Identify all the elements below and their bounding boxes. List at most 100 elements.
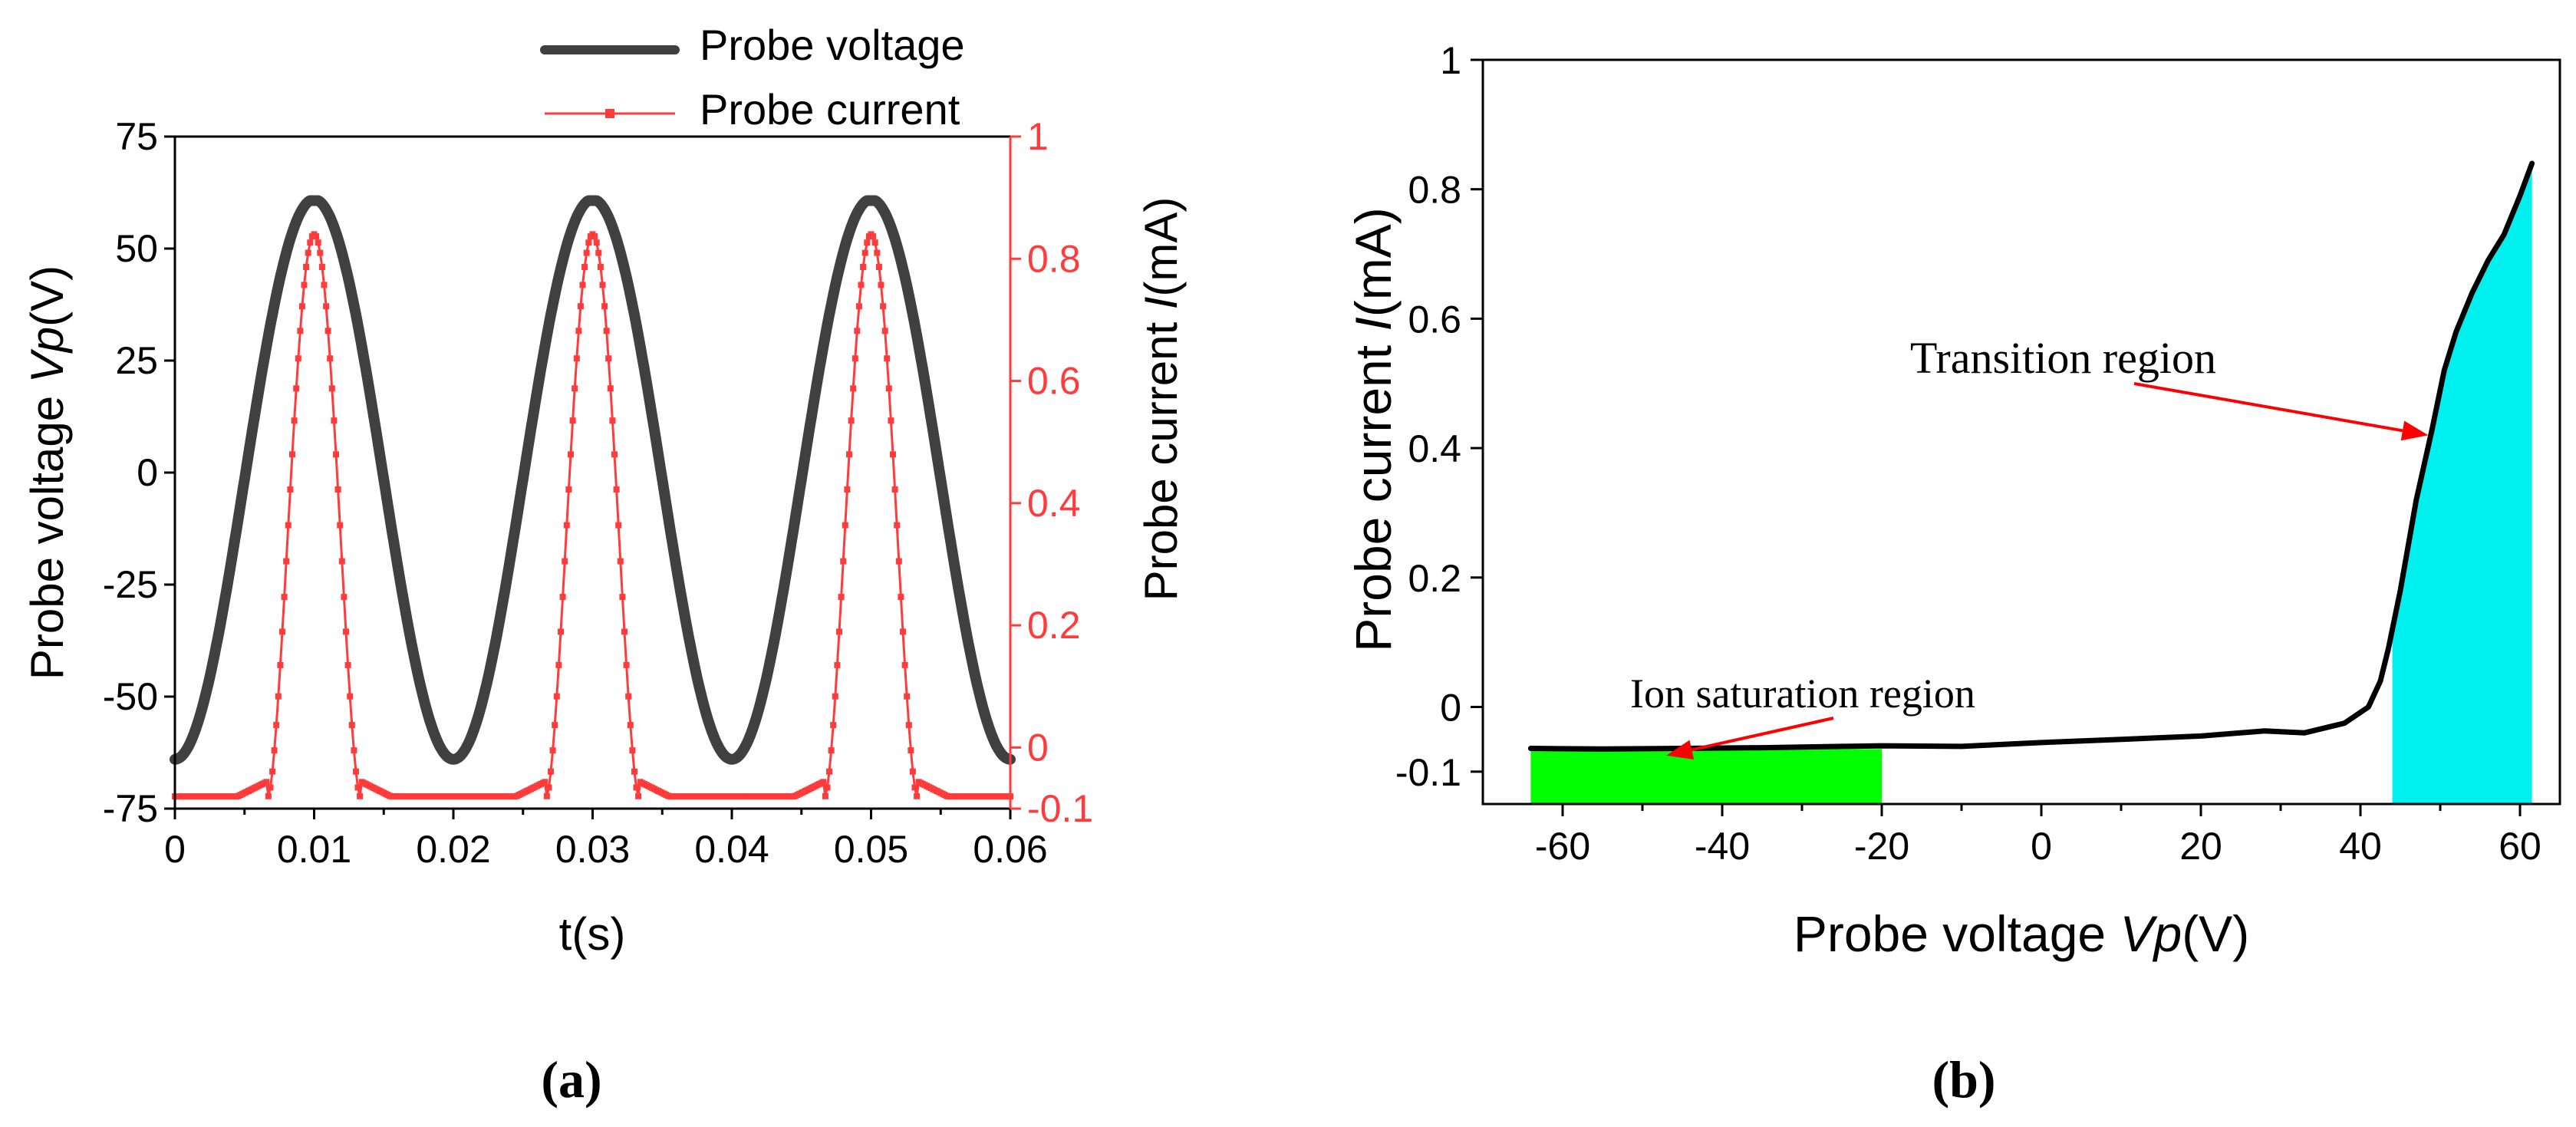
- current-point: [295, 355, 301, 362]
- y-tick-label: 1: [1440, 39, 1461, 82]
- current-point: [601, 303, 608, 310]
- current-point: [577, 303, 584, 310]
- current-point: [824, 784, 831, 791]
- current-point: [344, 661, 351, 668]
- current-point: [820, 779, 827, 786]
- current-point: [321, 282, 328, 288]
- legend: Probe voltage Probe current: [540, 21, 965, 133]
- x-tick-label: 0.04: [694, 828, 769, 871]
- x-axis-ticks: -60 -40 -20 0 20 40 60: [1535, 804, 2541, 868]
- transition-region: [2392, 163, 2532, 804]
- y-tick-label: 0: [1440, 686, 1461, 729]
- current-point: [850, 385, 857, 392]
- left-y-tick-label: -75: [103, 787, 158, 830]
- transition-annotation: Transition region: [1910, 333, 2216, 383]
- current-point: [844, 486, 851, 493]
- transition-arrow: [2133, 382, 2429, 441]
- current-point: [333, 451, 339, 458]
- current-point: [317, 249, 324, 256]
- panel-label-a: (a): [541, 1050, 601, 1109]
- x-axis-label-unit: (V): [2182, 905, 2249, 962]
- probe-voltage-line: [170, 195, 1016, 765]
- current-point: [908, 747, 914, 754]
- x-axis-label-prefix: Probe voltage: [1794, 905, 2120, 962]
- current-point: [573, 355, 580, 362]
- current-point: [351, 747, 357, 754]
- current-point: [287, 486, 294, 493]
- current-point: [343, 628, 349, 635]
- current-point: [324, 328, 331, 334]
- current-point: [901, 661, 908, 668]
- current-point: [607, 385, 614, 392]
- current-point: [291, 417, 298, 424]
- current-point: [860, 264, 867, 270]
- x-axis-label: Probe voltage Vp(V): [1794, 905, 2249, 962]
- y-tick-label: 0.2: [1408, 557, 1461, 600]
- y-axis-label-unit: (mA): [1345, 207, 1402, 317]
- current-point: [575, 328, 582, 334]
- x-tick-label: 20: [2179, 825, 2222, 868]
- current-point: [593, 239, 600, 246]
- right-y-tick-label: 1: [1027, 115, 1049, 158]
- x-tick-label: 0.06: [973, 828, 1047, 871]
- x-tick-label: 0: [164, 828, 186, 871]
- current-point: [615, 522, 622, 529]
- current-point: [331, 417, 338, 424]
- x-tick-label: 0.05: [834, 828, 908, 871]
- current-point: [579, 282, 586, 288]
- current-point: [633, 784, 640, 791]
- current-point: [832, 693, 838, 700]
- current-point: [828, 747, 835, 754]
- right-y-tick-label: 0: [1027, 726, 1049, 769]
- current-point: [609, 417, 616, 424]
- regions: [1530, 163, 2532, 804]
- probe-current-line: [175, 232, 1010, 798]
- current-point: [585, 239, 592, 246]
- current-point: [895, 558, 902, 565]
- current-point: [563, 522, 570, 529]
- current-point: [347, 693, 354, 700]
- current-point: [277, 661, 284, 668]
- current-point: [285, 522, 292, 529]
- current-point: [303, 264, 310, 270]
- current-point: [890, 451, 896, 458]
- current-point: [870, 233, 877, 240]
- current-point: [581, 264, 588, 270]
- y-tick-label: 0.4: [1408, 427, 1461, 470]
- iv-curve: [1527, 160, 2535, 752]
- x-tick-label: 0: [2031, 825, 2052, 868]
- current-point: [617, 558, 624, 565]
- current-point: [267, 784, 274, 791]
- current-point: [909, 768, 916, 775]
- current-point: [568, 451, 574, 458]
- current-point: [263, 779, 270, 786]
- legend-current-label: Probe current: [700, 85, 960, 133]
- ion-saturation-region: [1530, 749, 1882, 804]
- current-point: [549, 747, 556, 754]
- current-point: [834, 661, 841, 668]
- x-tick-label: 0.03: [555, 828, 630, 871]
- left-axis-label-prefix: Probe voltage: [21, 383, 73, 680]
- panel-label-b: (b): [1932, 1050, 1995, 1109]
- current-point: [898, 594, 904, 601]
- current-point: [875, 264, 882, 270]
- current-point: [548, 768, 554, 775]
- legend-voltage-label: Probe voltage: [700, 21, 965, 69]
- current-point: [631, 768, 637, 775]
- current-point: [911, 784, 918, 791]
- current-point: [543, 793, 550, 799]
- current-point: [599, 282, 606, 288]
- x-axis-label-var: Vp: [2120, 905, 2182, 962]
- current-point: [914, 793, 921, 799]
- current-point: [337, 522, 344, 529]
- current-point: [842, 522, 848, 529]
- panel-a-voltage-current-vs-time: Probe voltage Probe current 0 0.01 0.02 0.0…: [21, 21, 1187, 1109]
- current-point: [603, 328, 610, 334]
- current-point: [904, 693, 911, 700]
- right-axis-ticks: 1 0.8 0.6 0.4 0.2 0 -0.1: [1010, 115, 1093, 830]
- left-y-tick-label: 50: [115, 227, 158, 270]
- left-y-tick-label: 25: [115, 339, 158, 382]
- current-point: [341, 594, 348, 601]
- current-point: [559, 594, 566, 601]
- current-point: [323, 303, 330, 310]
